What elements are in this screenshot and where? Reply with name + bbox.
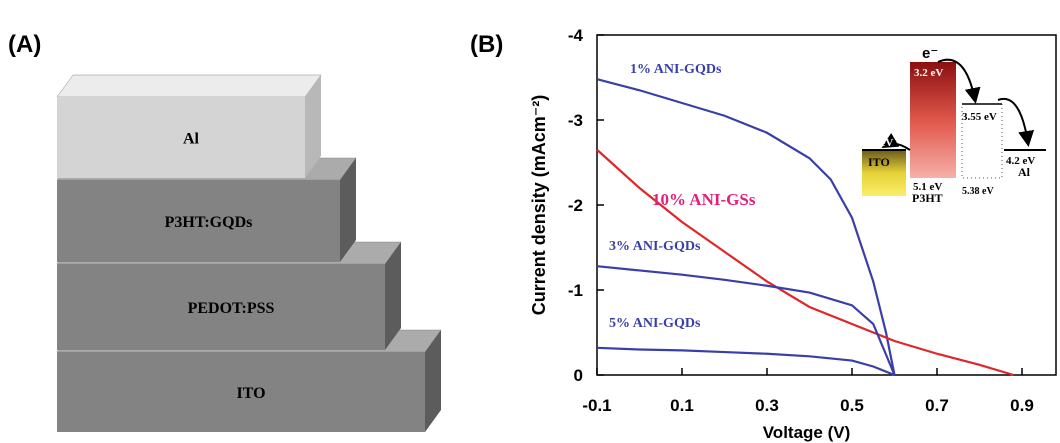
layer-top xyxy=(57,75,321,97)
panel-label: (A) xyxy=(8,31,41,58)
layer-label: P3HT:GQDs xyxy=(165,214,253,231)
x-tick-label: 0.3 xyxy=(755,396,779,415)
series-label: 3% ANI-GQDs xyxy=(609,239,701,254)
inset-label: 4.7 eV xyxy=(864,137,893,149)
y-tick-label: -1 xyxy=(568,281,583,300)
layer-label: PEDOT:PSS xyxy=(188,300,275,317)
inset-label: P3HT xyxy=(912,191,943,205)
inset-label: 3.55 eV xyxy=(962,111,997,123)
x-axis-label: Voltage (V) xyxy=(763,423,851,442)
x-tick-label: 0.5 xyxy=(840,396,864,415)
energy-diagram: e⁻ 3.2 eV 4.7 eV ITO 5.1 eV P3HT 3.55 eV… xyxy=(862,45,1046,205)
layer-label: ITO xyxy=(236,385,265,402)
layer-label: Al xyxy=(183,131,200,148)
panel-label: (B) xyxy=(470,31,503,58)
inset-label: 3.2 eV xyxy=(914,67,943,79)
x-tick-label: 0.9 xyxy=(1010,396,1034,415)
p3ht-box xyxy=(910,62,956,178)
chart: 0 -1 -2 -3 -4 -0.1 0.1 0.3 0.5 0.7 0.9 Voltage (V) C… xyxy=(529,26,1056,442)
series-label: 1% ANI-GQDs xyxy=(630,62,722,77)
series-label: 10% ANI-GSs xyxy=(652,190,756,209)
y-tick-label: -3 xyxy=(568,111,583,130)
series-line xyxy=(597,150,1014,375)
inset-label: Al xyxy=(1018,165,1031,179)
series-line xyxy=(597,348,895,375)
series-label: 5% ANI-GQDs xyxy=(609,316,701,331)
inset-label: ITO xyxy=(868,155,890,169)
layer-front xyxy=(57,97,305,178)
x-tick-label: 0.7 xyxy=(925,396,949,415)
y-tick-label: -2 xyxy=(568,196,583,215)
y-tick-label: 0 xyxy=(574,366,583,385)
inset-label: 5.38 eV xyxy=(962,186,994,197)
y-tick-label: -4 xyxy=(568,26,584,45)
x-tick-label: 0.1 xyxy=(670,396,694,415)
x-tick-label: -0.1 xyxy=(582,396,611,415)
figure: (A) ITO PEDOT:PSS P3HT:GQDs Al (B) 0 -1 -2 -3 -… xyxy=(0,0,1060,443)
y-axis-label: Current density (mAcm⁻²) xyxy=(529,95,549,316)
inset-label: e⁻ xyxy=(922,45,938,62)
device-stack: ITO PEDOT:PSS P3HT:GQDs Al xyxy=(57,75,441,432)
